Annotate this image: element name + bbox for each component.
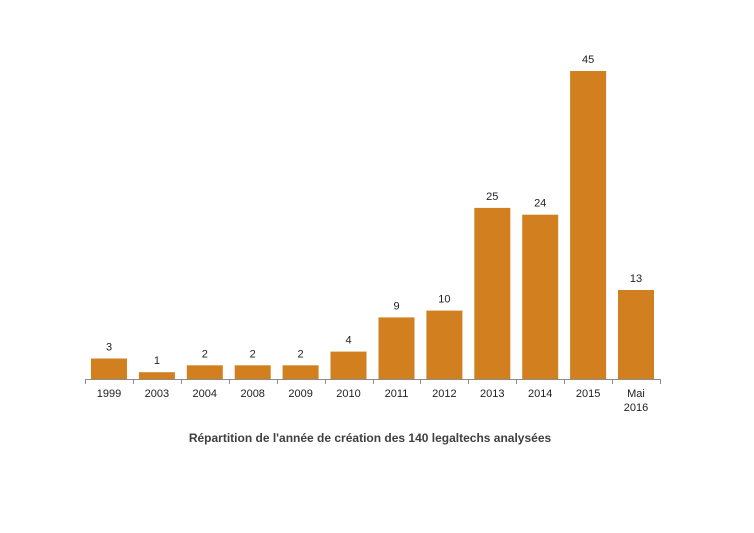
x-tick-label: 2008 xyxy=(240,388,264,400)
bar-value-label: 3 xyxy=(106,342,112,354)
bar-2015 xyxy=(570,71,607,379)
bar-1999 xyxy=(91,358,127,379)
bar-2014 xyxy=(522,214,559,379)
bar-value-label: 2 xyxy=(250,348,256,360)
x-tick-label: 2011 xyxy=(385,388,409,400)
x-tick-label: 2009 xyxy=(288,388,312,400)
bar-value-label: 25 xyxy=(486,191,498,203)
bars-group xyxy=(91,71,654,379)
bar-2009 xyxy=(282,365,319,379)
x-tick-label: 2003 xyxy=(145,388,169,400)
chart-caption: Répartition de l'année de création des 1… xyxy=(189,431,552,445)
x-ticks-group xyxy=(85,379,661,384)
bar-2013 xyxy=(474,207,511,379)
bar-2010 xyxy=(330,351,367,379)
bar-value-label: 24 xyxy=(534,198,546,210)
x-tick-label: 1999 xyxy=(97,388,121,400)
bar-value-label: 2 xyxy=(298,348,304,360)
bar-value-label: 2 xyxy=(202,348,208,360)
x-tick-labels-group: 1999 2003 2004 2008 2009 2010 2011 2012 2013 2014… xyxy=(97,388,648,414)
x-tick-label: 2012 xyxy=(432,388,456,400)
bar-value-label: 13 xyxy=(630,273,642,285)
x-tick-label: 2015 xyxy=(576,388,600,400)
x-tick-label: 2014 xyxy=(528,388,552,400)
x-tick-label: 2010 xyxy=(336,388,360,400)
bar-value-label: 45 xyxy=(582,54,594,66)
x-tick-label: 2004 xyxy=(193,388,217,400)
bar-value-label: 1 xyxy=(154,355,160,367)
bar-2012 xyxy=(426,310,463,379)
bar-2004 xyxy=(186,365,223,379)
bar-mai-2016 xyxy=(618,290,654,379)
bar-value-label: 9 xyxy=(393,300,399,312)
bar-value-label: 4 xyxy=(345,335,351,347)
bar-value-label: 10 xyxy=(438,294,450,306)
bar-2008 xyxy=(234,365,271,379)
x-tick-label: 2013 xyxy=(480,388,504,400)
x-tick-label: Mai 2016 xyxy=(624,388,648,414)
bar-2011 xyxy=(378,317,415,379)
bar-2003 xyxy=(138,372,175,379)
